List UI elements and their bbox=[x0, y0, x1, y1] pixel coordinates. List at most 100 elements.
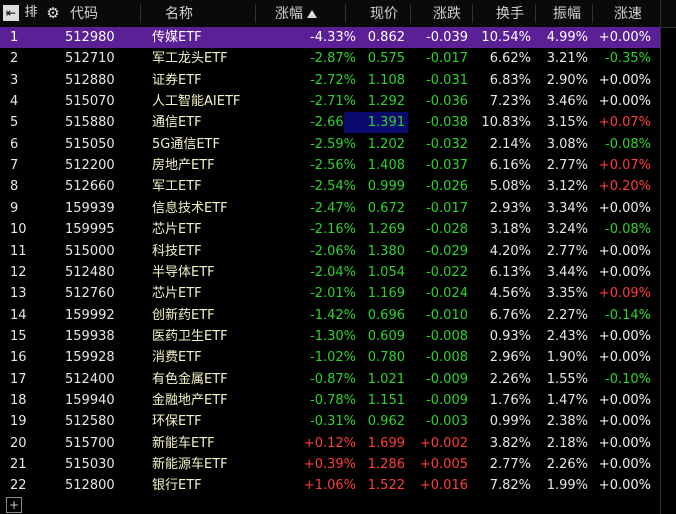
change-pct-cell: -2.01% bbox=[310, 286, 356, 302]
table-row[interactable]: 14 159992 创新药ETF -1.42% 0.696 -0.010 6.76% 2.27… bbox=[0, 305, 660, 326]
code-cell: 515880 bbox=[65, 115, 115, 131]
collapse-button[interactable]: ⇤ bbox=[3, 5, 19, 21]
table-row[interactable]: 19 512580 环保ETF -0.31% 0.962 -0.003 0.99% 2.38%… bbox=[0, 411, 660, 432]
speed-cell: +0.00% bbox=[598, 328, 651, 344]
speed-cell: +0.00% bbox=[598, 435, 651, 451]
price-cell: 0.999 bbox=[367, 179, 405, 195]
header-separator bbox=[535, 4, 536, 23]
table-row[interactable]: 11 515000 科技ETF -2.06% 1.380 -0.029 4.20% 2.77%… bbox=[0, 241, 660, 262]
change-pct-cell: -2.04% bbox=[310, 264, 356, 280]
table-row[interactable]: 15 159938 医药卫生ETF -1.30% 0.609 -0.008 0.93% 2.4… bbox=[0, 326, 660, 347]
turnover-cell: 6.13% bbox=[489, 264, 531, 280]
index-cell: 20 bbox=[10, 435, 27, 451]
name-cell: 消费ETF bbox=[152, 350, 202, 366]
turnover-cell: 3.18% bbox=[489, 222, 531, 238]
column-header[interactable]: 涨跌 bbox=[433, 6, 461, 22]
table-row[interactable]: 9 159939 信息技术ETF -2.47% 0.672 -0.017 2.93% 3.34… bbox=[0, 198, 660, 219]
price-cell: 1.151 bbox=[367, 392, 405, 408]
code-cell: 515000 bbox=[65, 243, 115, 259]
column-header[interactable]: 换手 bbox=[496, 6, 524, 22]
table-row[interactable]: 2 512710 军工龙头ETF -2.87% 0.575 -0.017 6.62% 3.21… bbox=[0, 48, 660, 69]
change-pct-cell: -2.59% bbox=[310, 136, 356, 152]
change-pct-cell: -2.16% bbox=[310, 222, 356, 238]
amplitude-cell: 2.90% bbox=[546, 72, 588, 88]
change-cell: -0.008 bbox=[426, 350, 468, 366]
change-pct-cell: -0.78% bbox=[310, 392, 356, 408]
table-row[interactable]: 13 512760 芯片ETF -2.01% 1.169 -0.024 4.56% 3.35%… bbox=[0, 283, 660, 304]
column-header[interactable]: 名称 bbox=[165, 6, 193, 22]
amplitude-cell: 3.44% bbox=[546, 264, 588, 280]
price-cell: 1.202 bbox=[367, 136, 405, 152]
amplitude-cell: 2.26% bbox=[546, 457, 588, 472]
table-row[interactable]: 4 515070 人工智能AIETF -2.71% 1.292 -0.036 7.23% 3.… bbox=[0, 91, 660, 112]
table-row[interactable]: 7 512200 房地产ETF -2.56% 1.408 -0.037 6.16% 2.77%… bbox=[0, 155, 660, 176]
price-cell: 1.391 bbox=[343, 112, 408, 134]
change-cell: -0.009 bbox=[426, 371, 468, 387]
speed-cell: +0.00% bbox=[598, 392, 651, 408]
change-pct-cell: -2.72% bbox=[310, 72, 356, 88]
turnover-cell: 2.14% bbox=[489, 136, 531, 152]
code-cell: 515050 bbox=[65, 136, 115, 152]
price-cell: 1.380 bbox=[367, 243, 405, 259]
code-cell: 512400 bbox=[65, 371, 115, 387]
index-cell: 15 bbox=[10, 328, 27, 344]
code-cell: 512800 bbox=[65, 478, 115, 494]
change-cell: -0.038 bbox=[426, 115, 468, 131]
change-cell: -0.022 bbox=[426, 264, 468, 280]
column-header[interactable]: 代码 bbox=[70, 6, 98, 22]
table-row[interactable]: 16 159928 消费ETF -1.02% 0.780 -0.008 2.96% 1.90%… bbox=[0, 347, 660, 368]
turnover-cell: 7.82% bbox=[489, 478, 531, 494]
add-button[interactable]: + bbox=[6, 497, 22, 513]
header-separator bbox=[255, 4, 256, 23]
header-separator bbox=[140, 4, 141, 23]
amplitude-cell: 2.77% bbox=[546, 158, 588, 174]
turnover-cell: 2.93% bbox=[489, 200, 531, 216]
change-cell: -0.010 bbox=[426, 307, 468, 323]
change-cell: -0.028 bbox=[426, 222, 468, 238]
name-cell: 医药卫生ETF bbox=[152, 328, 228, 344]
table-row[interactable]: 5 515880 通信ETF -2.66% 1.391 -0.038 10.83% 3.15%… bbox=[0, 112, 660, 134]
index-cell: 13 bbox=[10, 286, 27, 302]
index-cell: 19 bbox=[10, 414, 27, 430]
table-row[interactable]: 22 512800 银行ETF +1.06% 1.522 +0.016 7.82% 1.99%… bbox=[0, 475, 660, 496]
column-header[interactable]: 现价 bbox=[370, 6, 398, 22]
table-row[interactable]: 21 515030 新能源车ETF +0.39% 1.286 +0.005 2.77% 2.2… bbox=[0, 454, 660, 475]
name-cell: 芯片ETF bbox=[152, 286, 202, 302]
table-row[interactable]: 8 512660 军工ETF -2.54% 0.999 -0.026 5.08% 3.12% +… bbox=[0, 176, 660, 197]
index-cell: 21 bbox=[10, 457, 27, 472]
index-cell: 12 bbox=[10, 264, 27, 280]
settings-button[interactable]: ⚙ bbox=[46, 4, 60, 22]
index-cell: 22 bbox=[10, 478, 27, 494]
index-cell: 2 bbox=[10, 51, 19, 67]
table-row[interactable]: 1 512980 传媒ETF -4.33% 0.862 -0.039 10.54% 4.99%… bbox=[0, 27, 660, 48]
table-row[interactable]: 17 512400 有色金属ETF -0.87% 1.021 -0.009 2.26% 1.5… bbox=[0, 369, 660, 390]
table-row[interactable]: 20 515700 新能车ETF +0.12% 1.699 +0.002 3.82% 2.18… bbox=[0, 433, 660, 454]
column-header[interactable]: 涨幅 bbox=[275, 3, 317, 25]
table-row[interactable]: 12 512480 半导体ETF -2.04% 1.054 -0.022 6.13% 3.44… bbox=[0, 262, 660, 283]
change-pct-cell: -2.47% bbox=[310, 200, 356, 216]
amplitude-cell: 2.77% bbox=[546, 243, 588, 259]
change-pct-cell: -2.87% bbox=[310, 51, 356, 67]
change-pct-cell: +0.12% bbox=[303, 435, 356, 451]
speed-cell: +0.00% bbox=[598, 94, 651, 110]
table-row[interactable]: 3 512880 证券ETF -2.72% 1.108 -0.031 6.83% 2.90% +… bbox=[0, 70, 660, 91]
speed-cell: -0.08% bbox=[605, 222, 651, 238]
table-row[interactable]: 18 159940 金融地产ETF -0.78% 1.151 -0.009 1.76% 1.4… bbox=[0, 390, 660, 411]
change-pct-cell: -2.54% bbox=[310, 179, 356, 195]
column-header[interactable]: 涨速 bbox=[614, 6, 642, 22]
speed-cell: -0.14% bbox=[605, 307, 651, 323]
price-cell: 0.862 bbox=[367, 30, 405, 45]
amplitude-cell: 3.46% bbox=[546, 94, 588, 110]
change-cell: -0.031 bbox=[426, 72, 468, 88]
turnover-cell: 1.76% bbox=[489, 392, 531, 408]
turnover-cell: 2.77% bbox=[489, 457, 531, 472]
index-cell: 7 bbox=[10, 158, 19, 174]
name-cell: 金融地产ETF bbox=[152, 392, 228, 408]
change-pct-cell: -0.87% bbox=[310, 371, 356, 387]
amplitude-cell: 3.24% bbox=[546, 222, 588, 238]
index-cell: 1 bbox=[10, 30, 19, 45]
sort-button[interactable]: 排 bbox=[24, 5, 38, 20]
table-row[interactable]: 6 515050 5G通信ETF -2.59% 1.202 -0.032 2.14% 3.08… bbox=[0, 134, 660, 155]
table-row[interactable]: 10 159995 芯片ETF -2.16% 1.269 -0.028 3.18% 3.24%… bbox=[0, 219, 660, 240]
column-header[interactable]: 振幅 bbox=[553, 6, 581, 22]
